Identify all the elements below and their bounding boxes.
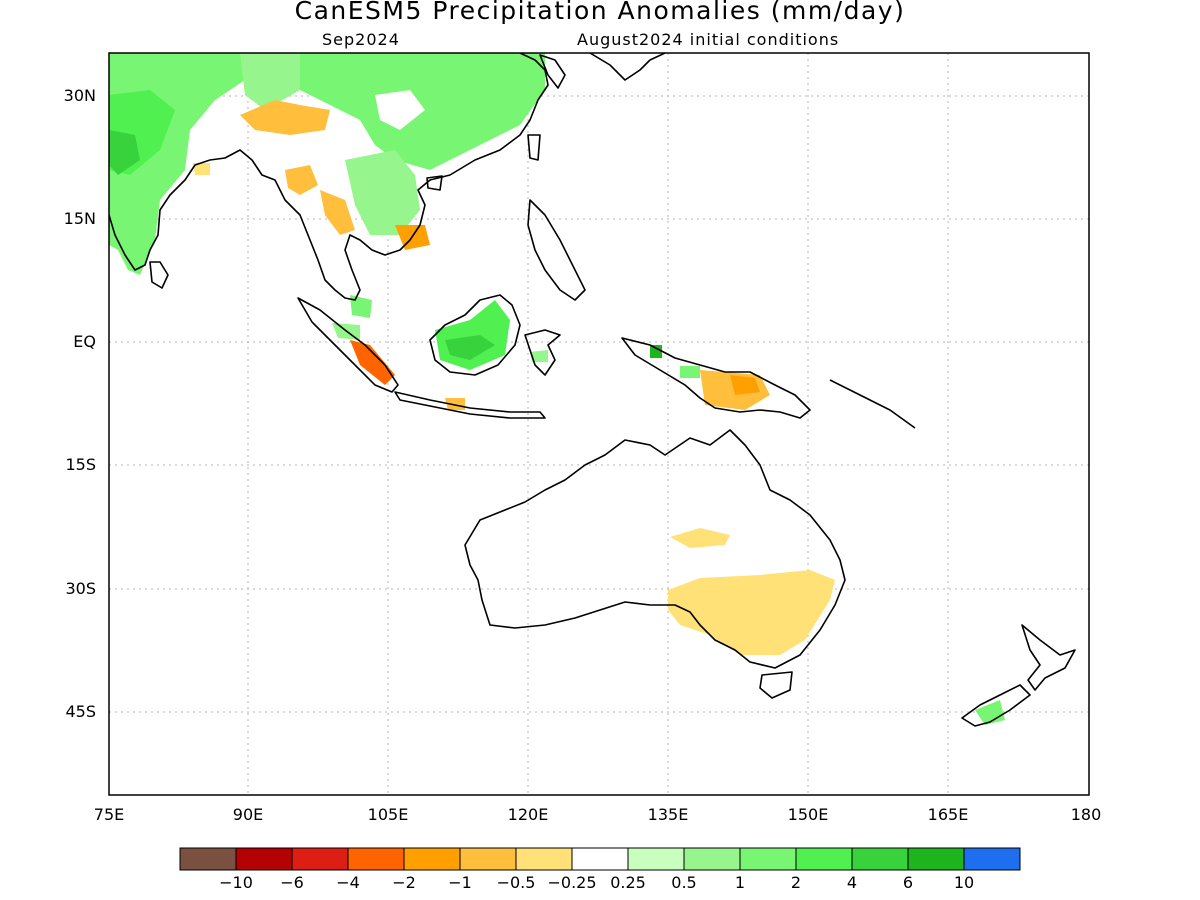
coastline-solomon bbox=[829, 379, 916, 429]
colorbar-label: −1 bbox=[448, 873, 472, 892]
coastline-australia bbox=[464, 429, 846, 669]
colorbar-swatch bbox=[179, 847, 237, 871]
colorbar-label: −0.25 bbox=[547, 873, 596, 892]
y-tick-label: 30N bbox=[64, 86, 96, 105]
colorbar-swatch bbox=[795, 847, 853, 871]
new-zealand-positive-anomaly bbox=[975, 700, 1005, 725]
colorbar-label: −4 bbox=[336, 873, 360, 892]
y-tick-label: 30S bbox=[65, 579, 96, 598]
x-tick-label: 120E bbox=[508, 805, 549, 824]
colorbar-swatch bbox=[515, 847, 573, 871]
map-title: CanESM5 Precipitation Anomalies (mm/day) bbox=[294, 0, 906, 25]
x-tick-label: 90E bbox=[233, 805, 263, 824]
colorbar-label: 1 bbox=[735, 873, 745, 892]
papua-strong-negative bbox=[730, 375, 760, 395]
colorbar-label: 10 bbox=[954, 873, 974, 892]
indochina-positive-anomaly bbox=[345, 150, 420, 235]
papua-positive-anomaly bbox=[680, 366, 700, 378]
colorbar-swatch bbox=[571, 847, 629, 871]
colorbar-label: 0.5 bbox=[671, 873, 696, 892]
borneo-strong-anomaly bbox=[445, 335, 495, 360]
coastline-korea bbox=[539, 54, 566, 89]
coastline-new-guinea bbox=[621, 337, 811, 419]
myanmar-negative-anomaly-2 bbox=[285, 165, 318, 195]
y-tick-label: 15S bbox=[65, 455, 96, 474]
colorbar-swatch bbox=[459, 847, 517, 871]
coastline-new-zealand-north bbox=[1021, 624, 1076, 691]
coastline-new-zealand-south bbox=[961, 684, 1031, 727]
colorbar-label: −0.5 bbox=[497, 873, 536, 892]
australia-central-negative bbox=[670, 528, 730, 548]
colorbar-label: 6 bbox=[903, 873, 913, 892]
china-dry-patch bbox=[375, 90, 425, 130]
colorbar-label: −2 bbox=[392, 873, 416, 892]
coastline-philippines bbox=[527, 199, 586, 301]
y-tick-label: 45S bbox=[65, 702, 96, 721]
java-negative-anomaly bbox=[445, 398, 465, 410]
x-tick-label: 105E bbox=[368, 805, 409, 824]
x-tick-label: 135E bbox=[648, 805, 689, 824]
coastline-sulawesi bbox=[524, 329, 561, 376]
malaysia-positive-anomaly bbox=[350, 295, 372, 318]
coastline-hainan bbox=[426, 175, 443, 191]
colorbar-label: 2 bbox=[791, 873, 801, 892]
colorbar-swatch bbox=[739, 847, 797, 871]
sumatra-strong-negative bbox=[350, 340, 395, 385]
x-tick-label: 150E bbox=[788, 805, 829, 824]
colorbar-swatch bbox=[403, 847, 461, 871]
thailand-negative-anomaly bbox=[320, 190, 355, 235]
coastline-japan bbox=[589, 53, 666, 81]
anomaly-fields bbox=[109, 53, 1005, 725]
coastline-taiwan bbox=[527, 134, 541, 161]
borneo-positive-anomaly bbox=[435, 300, 510, 370]
india-strong-anomaly bbox=[109, 130, 140, 175]
gridlines bbox=[109, 53, 1089, 795]
colorbar-swatch bbox=[907, 847, 965, 871]
coastline-sri-lanka bbox=[149, 261, 169, 289]
colorbar-label: −10 bbox=[219, 873, 253, 892]
x-tick-label: 75E bbox=[94, 805, 124, 824]
coastline-java bbox=[394, 391, 546, 419]
china-light-anomaly bbox=[240, 53, 300, 110]
plot-frame bbox=[108, 52, 1090, 796]
colorbar-swatch bbox=[235, 847, 293, 871]
coastline-tasmania bbox=[759, 671, 793, 699]
initial-conditions-label: August2024 initial conditions bbox=[577, 30, 840, 49]
y-axis: 30N 15N EQ 15S 30S 45S bbox=[64, 86, 96, 721]
sulawesi-positive-anomaly bbox=[530, 350, 548, 362]
colorbar-swatch bbox=[963, 847, 1021, 871]
myanmar-negative-anomaly bbox=[240, 100, 330, 135]
colorbar-swatch bbox=[347, 847, 405, 871]
y-tick-label: EQ bbox=[73, 332, 96, 351]
colorbar-label: 0.25 bbox=[610, 873, 646, 892]
colorbar-swatch bbox=[683, 847, 741, 871]
colorbar: −10 −6 −4 −2 −1 −0.5 −0.25 0.25 0.5 1 2 4 6 10 bbox=[179, 847, 1021, 892]
coastline-borneo bbox=[429, 294, 521, 376]
colorbar-swatch bbox=[851, 847, 909, 871]
x-tick-label: 180 bbox=[1071, 805, 1102, 824]
x-tick-label: 165E bbox=[928, 805, 969, 824]
coastlines bbox=[109, 53, 1076, 727]
valid-month-label: Sep2024 bbox=[322, 30, 400, 49]
colorbar-swatch bbox=[291, 847, 349, 871]
y-tick-label: 15N bbox=[64, 209, 96, 228]
coastline-asia-mainland bbox=[109, 53, 549, 301]
x-axis: 75E 90E 105E 120E 135E 150E 165E 180 bbox=[94, 805, 1102, 824]
colorbar-label: 4 bbox=[847, 873, 857, 892]
bangladesh-negative-anomaly bbox=[193, 163, 210, 175]
colorbar-label: −6 bbox=[280, 873, 304, 892]
coastline-sumatra bbox=[297, 297, 399, 393]
colorbar-swatch bbox=[627, 847, 685, 871]
papua-strong-positive bbox=[650, 345, 662, 358]
